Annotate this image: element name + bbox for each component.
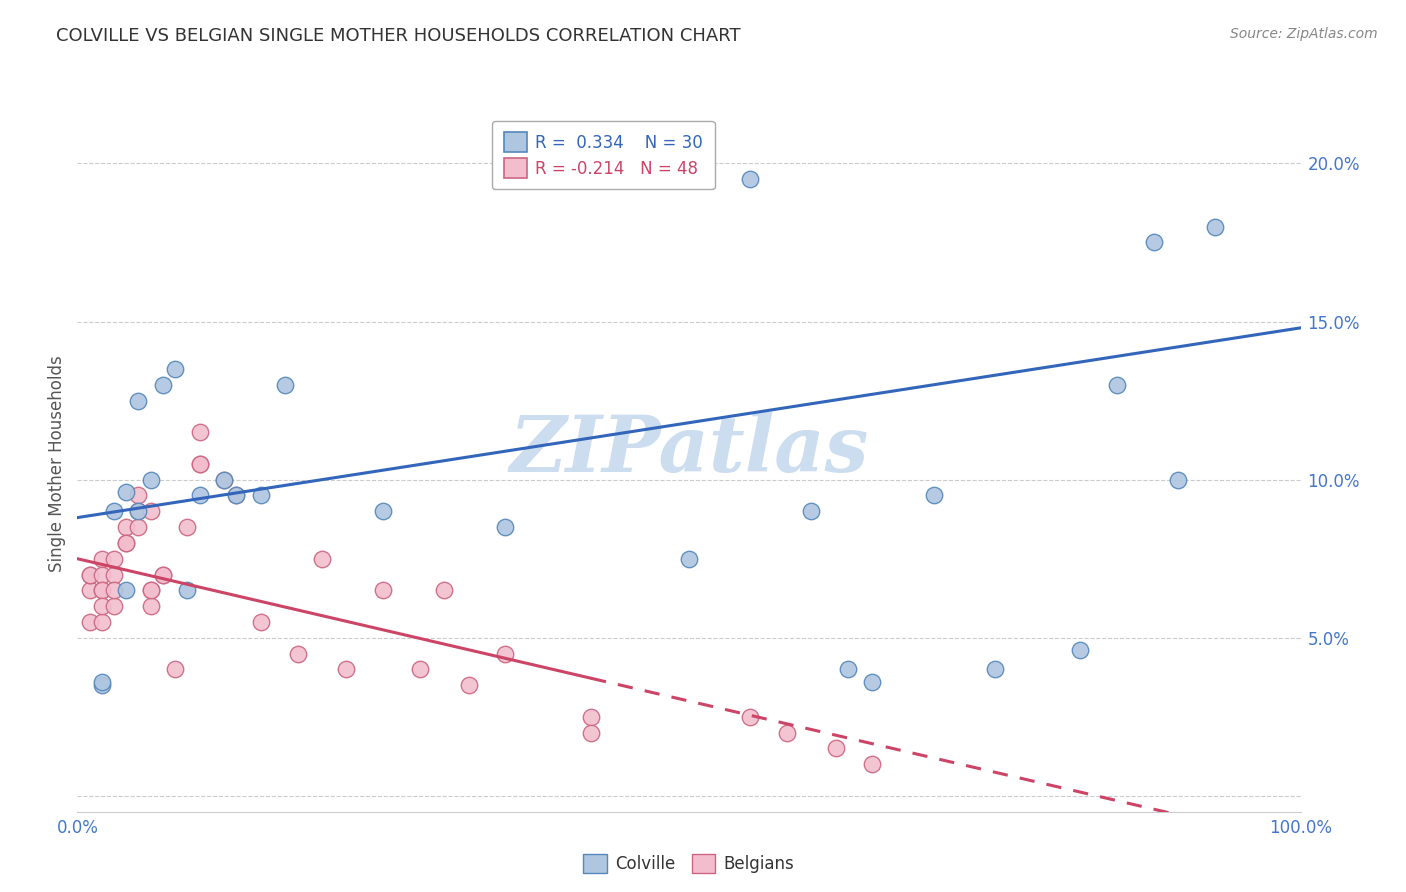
- Point: [139, 583, 162, 598]
- Point: [287, 647, 309, 661]
- Point: [1204, 219, 1226, 234]
- Point: [79, 583, 101, 598]
- Point: [922, 488, 945, 502]
- Point: [837, 662, 859, 676]
- Point: [115, 536, 138, 550]
- Point: [409, 662, 432, 676]
- Point: [139, 599, 162, 614]
- Point: [79, 567, 101, 582]
- Point: [225, 488, 247, 502]
- Point: [495, 647, 517, 661]
- Point: [90, 551, 112, 566]
- Point: [115, 583, 138, 598]
- Point: [212, 473, 235, 487]
- Point: [103, 551, 125, 566]
- Point: [740, 710, 762, 724]
- Point: [152, 567, 174, 582]
- Point: [188, 488, 211, 502]
- Point: [90, 583, 112, 598]
- Point: [862, 675, 884, 690]
- Point: [862, 757, 884, 772]
- Point: [579, 725, 602, 739]
- Point: [103, 504, 125, 518]
- Point: [103, 599, 125, 614]
- Point: [188, 457, 211, 471]
- Point: [311, 551, 333, 566]
- Point: [1107, 377, 1129, 392]
- Point: [90, 599, 112, 614]
- Point: [1143, 235, 1166, 250]
- Point: [212, 473, 235, 487]
- Point: [127, 504, 149, 518]
- Text: ZIPatlas: ZIPatlas: [509, 412, 869, 488]
- Point: [127, 393, 149, 408]
- Point: [139, 504, 162, 518]
- Point: [274, 377, 297, 392]
- Point: [984, 662, 1007, 676]
- Point: [824, 741, 846, 756]
- Point: [433, 583, 456, 598]
- Point: [139, 583, 162, 598]
- Point: [165, 662, 187, 676]
- Point: [250, 615, 273, 629]
- Text: COLVILLE VS BELGIAN SINGLE MOTHER HOUSEHOLDS CORRELATION CHART: COLVILLE VS BELGIAN SINGLE MOTHER HOUSEH…: [56, 27, 741, 45]
- Point: [176, 583, 198, 598]
- Point: [90, 675, 112, 690]
- Point: [127, 504, 149, 518]
- Point: [579, 710, 602, 724]
- Point: [90, 615, 112, 629]
- Point: [115, 536, 138, 550]
- Point: [139, 473, 162, 487]
- Point: [1069, 643, 1091, 657]
- Point: [495, 520, 517, 534]
- Point: [740, 172, 762, 186]
- Point: [335, 662, 357, 676]
- Point: [176, 520, 198, 534]
- Text: Source: ZipAtlas.com: Source: ZipAtlas.com: [1230, 27, 1378, 41]
- Point: [152, 567, 174, 582]
- Legend: Colville, Belgians: Colville, Belgians: [576, 847, 801, 880]
- Point: [188, 425, 211, 440]
- Point: [800, 504, 823, 518]
- Point: [127, 520, 149, 534]
- Point: [678, 551, 700, 566]
- Point: [103, 567, 125, 582]
- Point: [79, 615, 101, 629]
- Point: [90, 678, 112, 692]
- Point: [90, 567, 112, 582]
- Point: [371, 583, 394, 598]
- Point: [79, 567, 101, 582]
- Point: [250, 488, 273, 502]
- Point: [225, 488, 247, 502]
- Point: [776, 725, 799, 739]
- Point: [1167, 473, 1189, 487]
- Point: [115, 520, 138, 534]
- Point: [457, 678, 479, 692]
- Point: [103, 583, 125, 598]
- Point: [115, 485, 138, 500]
- Point: [165, 362, 187, 376]
- Point: [152, 377, 174, 392]
- Point: [188, 457, 211, 471]
- Point: [127, 488, 149, 502]
- Y-axis label: Single Mother Households: Single Mother Households: [48, 356, 66, 572]
- Point: [371, 504, 394, 518]
- Point: [90, 583, 112, 598]
